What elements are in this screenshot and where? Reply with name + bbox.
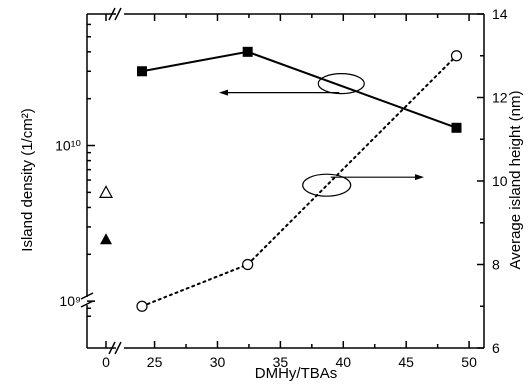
data-point-open-circle xyxy=(242,258,254,271)
y-right-tick-label: 12 xyxy=(492,90,508,106)
axis-break-mark xyxy=(80,300,94,308)
data-point-open-circle xyxy=(450,50,463,62)
y-right-tick-label: 10 xyxy=(492,173,508,189)
data-point-filled-square xyxy=(137,66,147,77)
axis-break-mark xyxy=(114,341,122,355)
data-marks xyxy=(98,46,463,312)
x-axis-label: DMHy/TBAs xyxy=(255,365,338,382)
axis-break-mark xyxy=(108,7,116,21)
x-tick-label: 40 xyxy=(335,354,351,370)
x-tick-label: 30 xyxy=(210,354,226,370)
y-right-tick-label: 8 xyxy=(492,257,500,273)
arrowhead-right xyxy=(415,174,424,181)
arrowhead-left xyxy=(219,89,228,96)
y-right-tick-label: 6 xyxy=(492,340,500,356)
y-left-tick-label: 10¹⁰ xyxy=(55,138,81,154)
x-tick-label: 25 xyxy=(147,354,163,370)
data-point-filled-square xyxy=(451,122,462,133)
axis-break-mark xyxy=(114,7,122,21)
x-tick-label: 35 xyxy=(273,354,289,370)
x-tick-label: 0 xyxy=(102,354,110,370)
axis-break-mark xyxy=(108,341,116,355)
y-right-axis-label: Average island height (nm) xyxy=(507,91,524,270)
series-line-filled-square xyxy=(141,50,457,129)
y-left-tick-label: 10⁹ xyxy=(59,293,81,309)
data-point-open-circle xyxy=(136,300,148,312)
x-tick-label: 50 xyxy=(461,354,477,370)
y-right-tick-label: 14 xyxy=(492,6,508,22)
axes: 0 25 30 35 40 45 50 10⁹ 10¹⁰ 6 8 10 12 14 xyxy=(55,6,508,370)
data-point-filled-triangle xyxy=(100,233,112,245)
axis-labels: DMHy/TBAs Island density (1/cm²) Average… xyxy=(19,91,524,383)
data-point-filled-square xyxy=(242,46,253,57)
data-point-open-triangle xyxy=(98,185,114,198)
annotations xyxy=(219,72,424,197)
x-tick-label: 45 xyxy=(398,354,414,370)
annotation-ellipse-right xyxy=(302,173,352,197)
axis-break-mark xyxy=(80,292,94,300)
series-line-open-circle xyxy=(141,54,458,308)
annotation-ellipse-left xyxy=(317,72,365,95)
y-left-axis-label: Island density (1/cm²) xyxy=(19,108,36,251)
